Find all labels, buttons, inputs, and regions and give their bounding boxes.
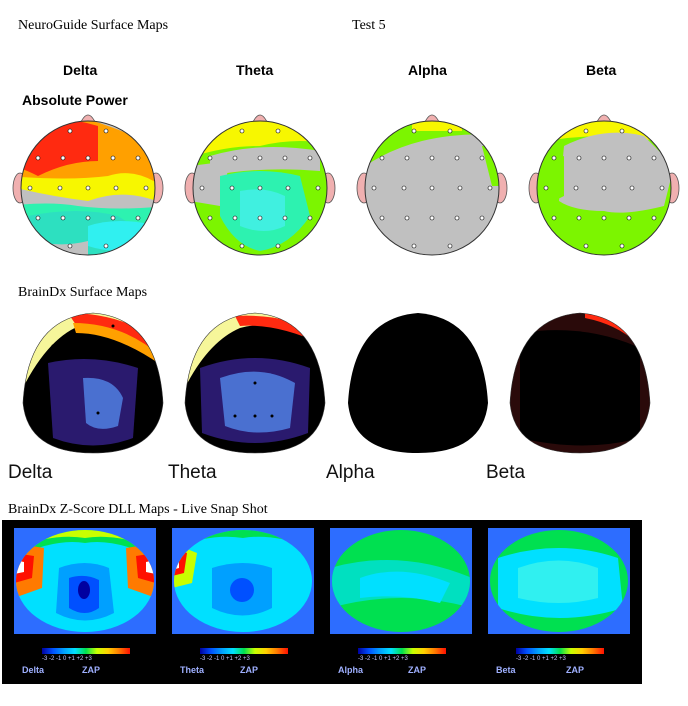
- ng-alpha-map: [352, 106, 512, 266]
- z-alpha-mode: ZAP: [408, 665, 426, 675]
- ng-theta-map: [180, 106, 340, 266]
- z-theta-map: [172, 528, 314, 639]
- z-beta-mode: ZAP: [566, 665, 584, 675]
- ng-band-delta: Delta: [63, 62, 98, 78]
- zscore-title: BrainDx Z-Score DLL Maps - Live Snap Sho…: [8, 502, 268, 517]
- z-alpha-caption: Alpha: [338, 665, 364, 675]
- ng-band-alpha: Alpha: [408, 62, 447, 78]
- z-theta-mode: ZAP: [240, 665, 258, 675]
- z-theta-caption: Theta: [180, 665, 205, 675]
- z-delta-legend: -3 -2 -1 0 +1 +2 +3 Delta ZAP: [14, 640, 156, 680]
- neuroguide-title: NeuroGuide Surface Maps: [18, 18, 169, 33]
- ng-delta-map: [8, 106, 168, 266]
- z-delta-colorbar: [42, 648, 130, 654]
- z-delta-scale-ticks: -3 -2 -1 0 +1 +2 +3: [42, 656, 92, 662]
- z-alpha-colorbar: [358, 648, 446, 654]
- bdx-label-alpha: Alpha: [326, 462, 375, 483]
- ng-beta-map: [524, 106, 684, 266]
- bdx-label-beta: Beta: [486, 462, 526, 483]
- z-alpha-scale-ticks: -3 -2 -1 0 +1 +2 +3: [358, 656, 408, 662]
- ng-band-beta: Beta: [586, 62, 617, 78]
- bdx-label-theta: Theta: [168, 462, 217, 483]
- bdx-theta-map: [180, 308, 330, 458]
- bdx-delta-map: [18, 308, 168, 458]
- z-beta-caption: Beta: [496, 665, 516, 675]
- bdx-label-delta: Delta: [8, 462, 53, 483]
- ng-band-theta: Theta: [236, 62, 274, 78]
- absolute-power-label: Absolute Power: [22, 92, 128, 108]
- zscore-panel: -3 -2 -1 0 +1 +2 +3 Delta ZAP -3 -2 -1 0…: [2, 520, 642, 684]
- test-label: Test 5: [352, 18, 386, 33]
- z-delta-mode: ZAP: [82, 665, 100, 675]
- z-beta-legend: -3 -2 -1 0 +1 +2 +3 Beta ZAP: [488, 640, 630, 680]
- z-theta-colorbar: [200, 648, 288, 654]
- z-beta-map: [488, 528, 630, 639]
- braindx-title: BrainDx Surface Maps: [18, 285, 148, 300]
- z-beta-scale-ticks: -3 -2 -1 0 +1 +2 +3: [516, 656, 566, 662]
- z-alpha-map: [330, 528, 472, 639]
- bdx-beta-map: [505, 308, 655, 458]
- z-theta-legend: -3 -2 -1 0 +1 +2 +3 Theta ZAP: [172, 640, 314, 680]
- z-alpha-legend: -3 -2 -1 0 +1 +2 +3 Alpha ZAP: [330, 640, 472, 680]
- z-delta-caption: Delta: [22, 665, 45, 675]
- bdx-alpha-map: [343, 308, 493, 458]
- z-delta-map: [14, 528, 156, 639]
- z-beta-colorbar: [516, 648, 604, 654]
- z-theta-scale-ticks: -3 -2 -1 0 +1 +2 +3: [200, 656, 250, 662]
